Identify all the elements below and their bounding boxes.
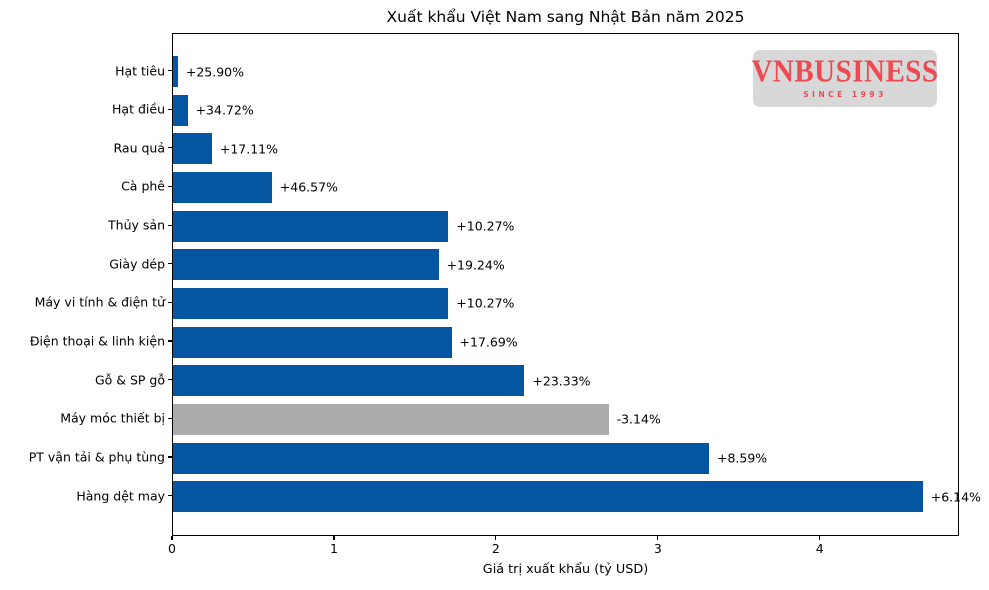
y-axis-label: Điện thoại & linh kiện: [29, 333, 165, 349]
y-tick: [168, 456, 172, 458]
bar-value-label: +8.59%: [717, 450, 768, 466]
y-axis-label: Hạt điều: [112, 101, 165, 117]
bar: [173, 133, 212, 165]
y-tick: [168, 263, 172, 265]
bar: [173, 326, 452, 358]
bar: [173, 481, 923, 513]
x-tick-label: 1: [329, 541, 338, 556]
y-tick: [168, 379, 172, 381]
bar-value-label: +25.90%: [185, 64, 244, 79]
plot-area: +25.90% +34.72% +17.11% +46.57% +10.27% +19.2…: [172, 33, 981, 536]
y-axis-label: Gỗ & SP gỗ: [94, 372, 165, 388]
x-tick: [495, 536, 497, 540]
bar-value-label: +19.24%: [446, 257, 505, 273]
y-axis-label: Giày dép: [109, 256, 165, 272]
bar-value-label: +23.33%: [532, 373, 591, 389]
bar: [173, 210, 449, 242]
x-tick: [333, 536, 335, 540]
bar: [173, 365, 525, 397]
y-tick: [168, 69, 172, 72]
x-tick-label: 2: [491, 541, 500, 556]
bar-value-label: +17.11%: [219, 141, 278, 157]
y-tick: [168, 224, 172, 226]
vnbusiness-logo: VNBUSINESS SINCE 1993: [751, 50, 939, 107]
y-axis-label: Hàng dệt may: [76, 488, 165, 504]
x-tick: [171, 536, 173, 540]
bar: [173, 94, 188, 126]
y-axis-label: Thủy sản: [108, 217, 165, 233]
y-tick: [168, 417, 172, 419]
bar-value-label: +17.69%: [459, 334, 518, 350]
x-axis-title: Giá trị xuất khẩu (tỷ USD): [482, 562, 649, 577]
bar-value-label: +34.72%: [195, 102, 254, 118]
y-tick: [168, 340, 172, 342]
bar: [173, 442, 709, 474]
bar: [173, 287, 449, 319]
y-tick: [168, 495, 172, 497]
bar-value-label: -3.14%: [616, 411, 661, 427]
bar-value-label: +10.27%: [456, 295, 515, 311]
y-axis-label: Hạt tiêu: [115, 63, 165, 78]
y-axis-label: Rau quả: [113, 140, 165, 156]
x-tick: [819, 536, 821, 540]
x-tick-label: 4: [815, 541, 824, 556]
bar: [173, 171, 272, 203]
y-tick: [168, 301, 172, 303]
logo-since-text: SINCE 1993: [803, 90, 887, 99]
y-axis-label: Máy vi tính & điện tử: [34, 294, 165, 310]
x-tick-label: 0: [168, 541, 176, 556]
y-tick: [168, 108, 172, 110]
bar: [173, 56, 178, 87]
y-tick: [168, 147, 172, 149]
x-tick-label: 3: [653, 541, 662, 556]
bar-value-label: +6.14%: [930, 489, 981, 505]
bar-value-label: +10.27%: [456, 218, 515, 234]
y-tick: [168, 185, 172, 188]
chart-title: Xuất khẩu Việt Nam sang Nhật Bản năm 202…: [386, 8, 745, 26]
logo-text: VNBUSINESS: [751, 54, 939, 90]
bar-value-label: +46.57%: [279, 179, 338, 195]
x-tick: [657, 536, 659, 540]
y-axis-label: PT vận tải & phụ tùng: [28, 449, 165, 465]
y-axis-label: Cà phê: [121, 178, 165, 194]
bar: [173, 403, 609, 435]
y-axis-label: Máy móc thiết bị: [60, 410, 165, 426]
bar: [173, 249, 439, 281]
